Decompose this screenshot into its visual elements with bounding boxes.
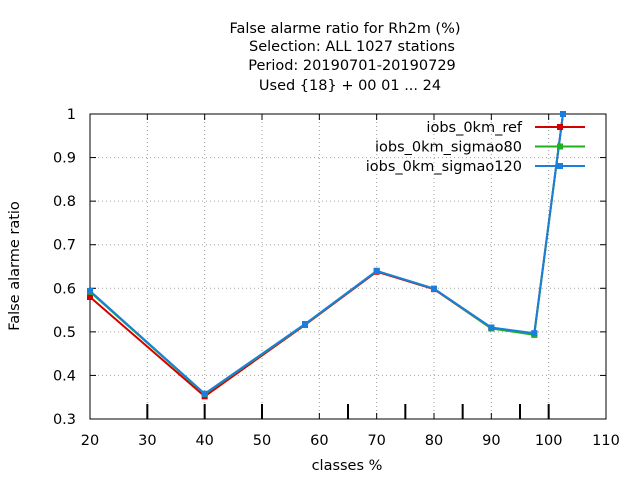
y-tick-label: 1 bbox=[67, 107, 76, 123]
legend-label: iobs_0km_ref bbox=[426, 120, 522, 136]
series-line-iobs_0km_sigmao120 bbox=[89, 113, 564, 395]
y-tick-label: 0.8 bbox=[53, 194, 76, 210]
x-tick-label: 20 bbox=[81, 433, 99, 449]
x-tick-label: 40 bbox=[195, 433, 213, 449]
legend-marker bbox=[557, 163, 563, 169]
x-tick-label: 50 bbox=[253, 433, 271, 449]
y-tick-label: 0.9 bbox=[53, 151, 76, 167]
y-tick-label: 0.7 bbox=[53, 238, 76, 254]
data-point bbox=[87, 294, 93, 300]
data-point bbox=[201, 390, 208, 397]
legend-marker bbox=[557, 124, 563, 130]
axes: 20 30 40 50 60 70 80 90 100 110 0.3 0.4 0.5 0.6 0.7 0.8… bbox=[53, 107, 620, 449]
y-tick-label: 0.4 bbox=[53, 368, 76, 384]
data-point bbox=[488, 324, 495, 331]
plot-frame bbox=[89, 113, 607, 420]
data-point bbox=[302, 321, 308, 328]
x-tick-label: 90 bbox=[482, 433, 500, 449]
grid bbox=[90, 114, 606, 419]
title-line-4: Used {18} + 00 01 ... 24 bbox=[259, 78, 441, 94]
data-point bbox=[431, 285, 437, 292]
legend: iobs_0km_ref iobs_0km_sigmao80 iobs_0km_si… bbox=[366, 120, 585, 175]
series-line-iobs_0km_sigmao80 bbox=[89, 113, 564, 396]
chart-title: False alarme ratio for Rh2m (%) Selectio… bbox=[229, 21, 460, 94]
title-line-1: False alarme ratio for Rh2m (%) bbox=[229, 21, 460, 37]
y-axis-label: False alarme ratio bbox=[7, 201, 23, 331]
legend-marker bbox=[557, 143, 563, 150]
data-point bbox=[87, 287, 93, 294]
x-axis-label: classes % bbox=[312, 458, 383, 474]
title-line-3: Period: 20190701-20190729 bbox=[248, 58, 456, 74]
title-line-2: Selection: ALL 1027 stations bbox=[249, 39, 455, 55]
legend-label: iobs_0km_sigmao120 bbox=[366, 159, 522, 175]
series-lines bbox=[87, 111, 566, 400]
x-tick-label: 30 bbox=[138, 433, 156, 449]
data-point bbox=[560, 111, 566, 117]
x-tick-label: 100 bbox=[535, 433, 563, 449]
data-point bbox=[531, 330, 538, 337]
x-tick-label: 70 bbox=[367, 433, 385, 449]
y-tick-label: 0.3 bbox=[53, 412, 76, 428]
x-tick-label: 80 bbox=[425, 433, 443, 449]
y-tick-label: 0.5 bbox=[53, 325, 76, 341]
x-tick-label: 110 bbox=[592, 433, 620, 449]
x-tick-label: 60 bbox=[310, 433, 328, 449]
legend-label: iobs_0km_sigmao80 bbox=[375, 140, 522, 156]
data-point bbox=[373, 267, 380, 274]
y-tick-label: 0.6 bbox=[53, 281, 76, 297]
